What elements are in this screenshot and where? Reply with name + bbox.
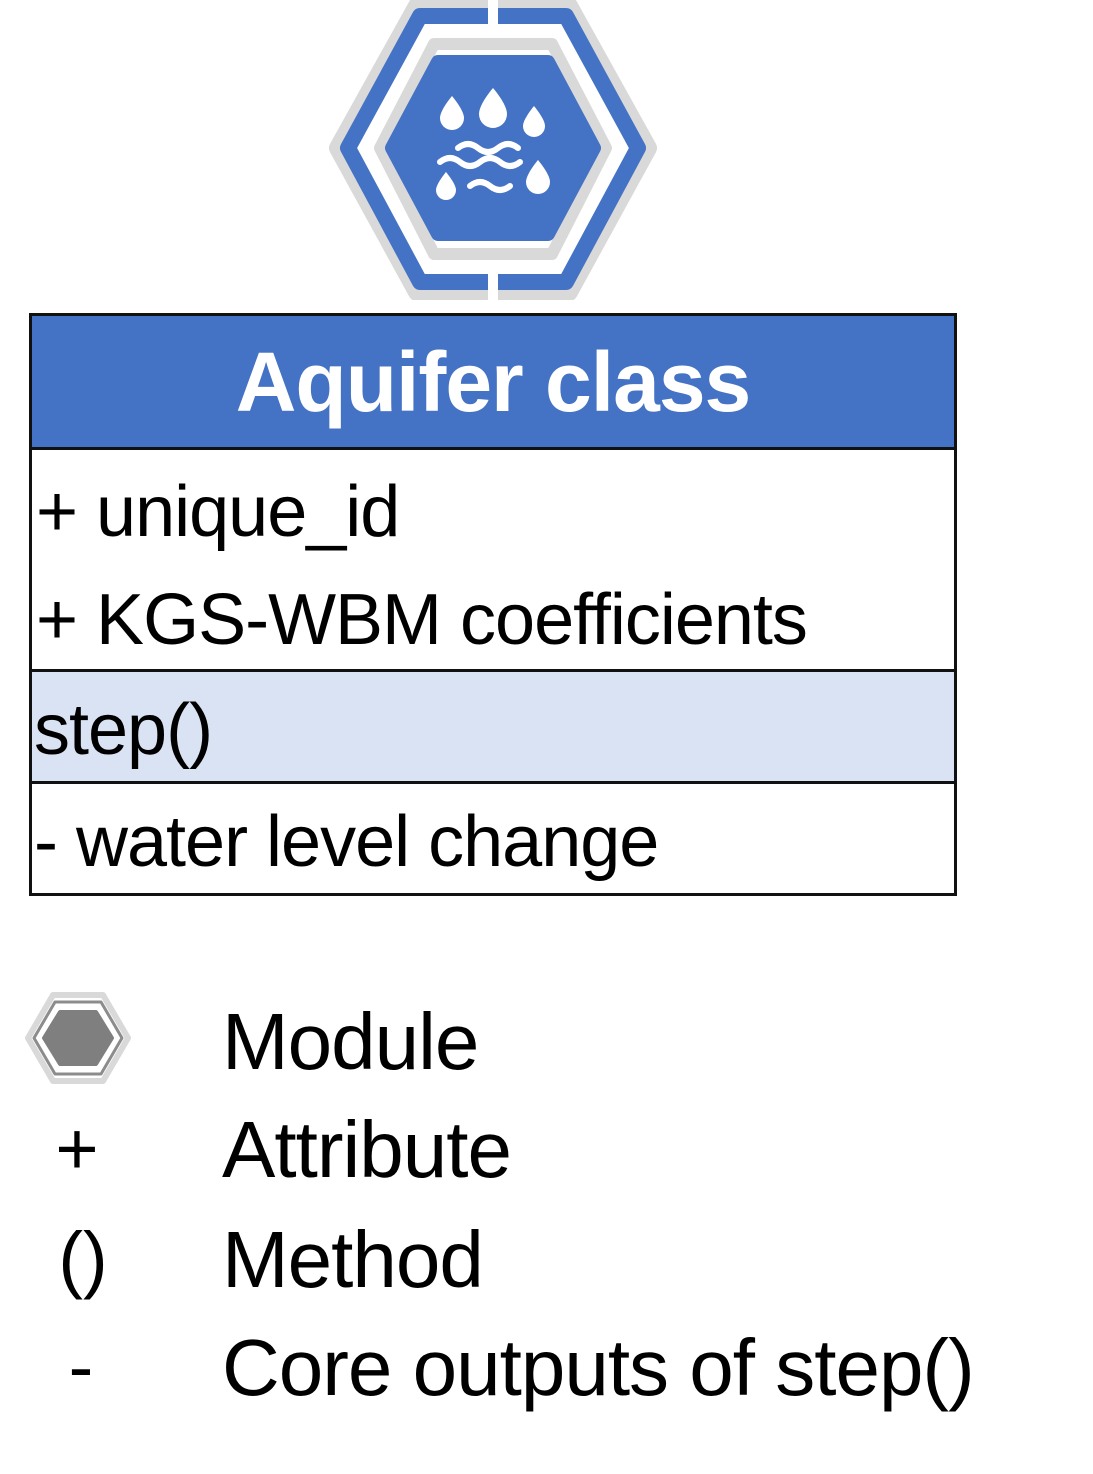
legend-item-core-outputs: - Core outputs of step() <box>0 1320 1093 1430</box>
method-step: step() <box>34 690 213 770</box>
uml-class-box: Aquifer class + unique_id + KGS-WBM coef… <box>29 313 957 896</box>
legend-item-attribute: + Attribute <box>0 1100 1093 1210</box>
output-water-level-change: - water level change <box>34 802 659 882</box>
water-drops-icon <box>436 88 550 200</box>
aquifer-module-icon <box>329 0 657 300</box>
attribute-unique-id: + unique_id <box>36 472 400 552</box>
legend-label-attribute: Attribute <box>222 1105 512 1194</box>
attribute-kgs-wbm-coefficients: + KGS-WBM coefficients <box>36 580 808 660</box>
gray-hexagon-icon <box>25 992 131 1084</box>
uml-class-header: Aquifer class <box>32 316 954 450</box>
class-title: Aquifer class <box>235 334 752 429</box>
legend-label-core-outputs: Core outputs of step() <box>222 1323 975 1412</box>
legend-symbol-dash: - <box>68 1325 94 1408</box>
legend-item-module: Module <box>0 990 1093 1100</box>
legend-item-method: () Method <box>0 1210 1093 1320</box>
water-waves-icon <box>437 141 523 193</box>
legend-label-module: Module <box>222 997 479 1086</box>
methods-section: step() <box>32 672 954 784</box>
legend-symbol-parens: () <box>58 1217 108 1300</box>
legend-symbol-plus: + <box>55 1107 99 1190</box>
attributes-section: + unique_id + KGS-WBM coefficients <box>32 450 954 672</box>
outputs-section: - water level change <box>32 784 954 893</box>
legend-label-method: Method <box>222 1215 484 1304</box>
